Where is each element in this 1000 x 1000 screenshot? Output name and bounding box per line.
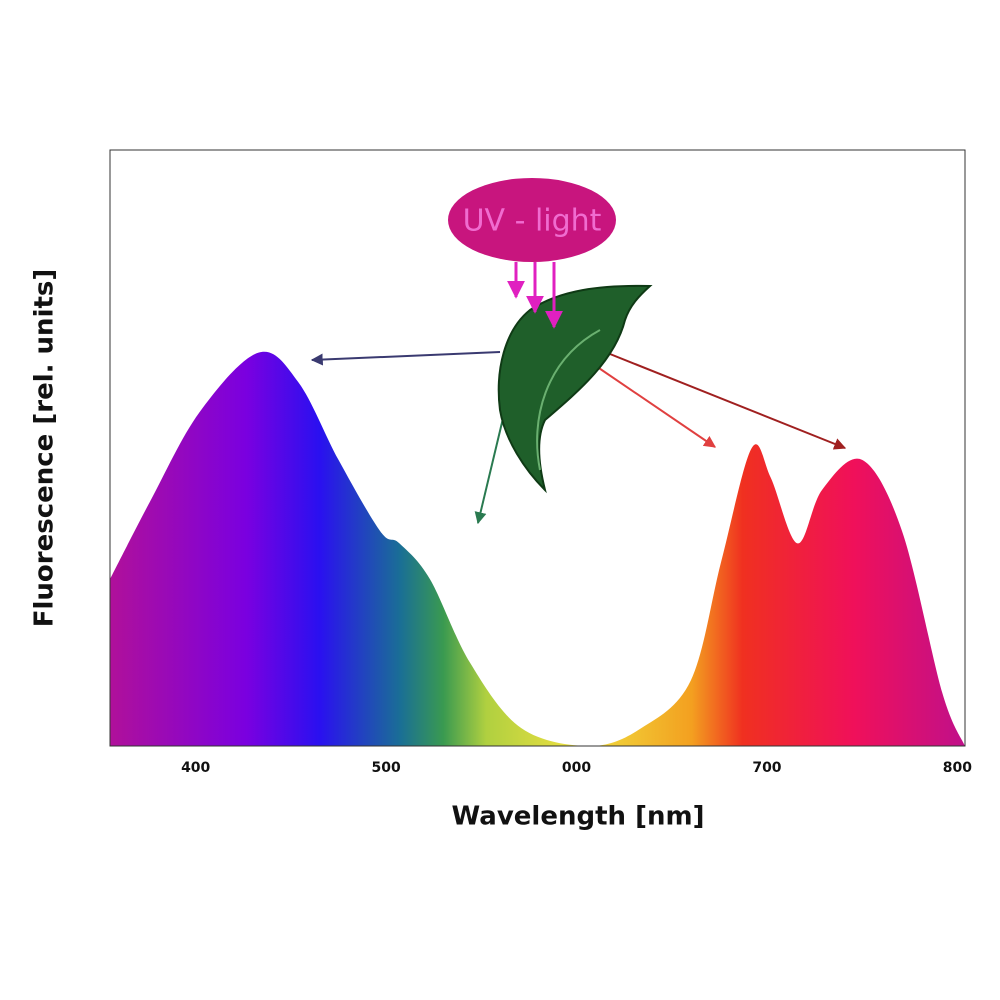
x-tick-label: 700 [752,760,781,776]
x-tick-label: 500 [371,760,400,776]
x-axis-label: Wavelength [nm] [452,802,705,832]
uv-source [448,178,616,262]
plot-frame [109,149,966,747]
x-tick-label: 400 [181,760,210,776]
diagram: UV - light [310,178,847,525]
x-tick-label: 000 [562,760,591,776]
leaf-vein [536,329,601,471]
x-tick-label: 800 [943,760,972,776]
plot-area [110,351,965,746]
arrow [599,349,847,450]
arrow [589,361,716,448]
arrow [474,409,506,525]
arrow [310,351,501,366]
spectrum-area [110,351,965,746]
y-axis-label: Fluorescence [rel. units] [30,269,60,628]
uv-label: UV - light [463,204,602,239]
